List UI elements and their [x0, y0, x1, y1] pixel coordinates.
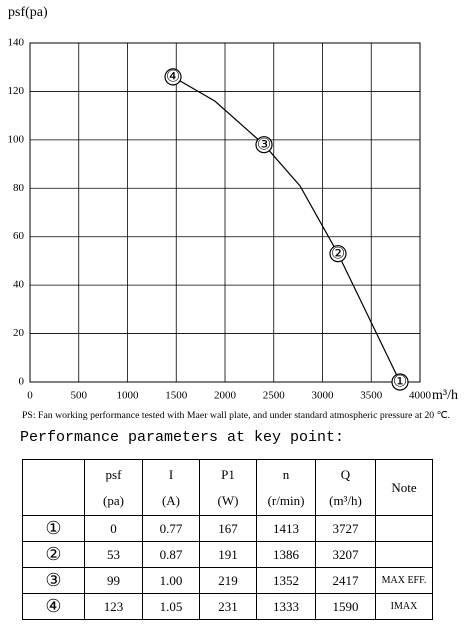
point-cell: ① — [22, 515, 85, 542]
y-axis-label: psf(pa) — [8, 5, 48, 20]
y-tick-label: 0 — [19, 376, 25, 388]
line — [172, 76, 401, 383]
y-tick-label: 140 — [8, 37, 25, 49]
table-row: ① 0 0.77 167 1413 3727 — [22, 515, 433, 542]
column-name: Note — [391, 479, 417, 495]
value-cell: 1.05 — [142, 593, 200, 620]
x-tick-label: 4000 — [409, 390, 432, 402]
value-cell: 0 — [84, 515, 143, 542]
value-cell: 53 — [84, 541, 143, 568]
y-tick-label: 100 — [8, 133, 25, 145]
value-cell: 1333 — [256, 593, 316, 620]
value-cell: 0.77 — [142, 515, 200, 542]
header-cell: P1 (W) — [199, 459, 257, 516]
note-cell: IMAX — [375, 593, 433, 620]
x-tick-label: 1500 — [165, 390, 188, 402]
table-title: Performance parameters at key point: — [20, 429, 345, 446]
y-tick-label: 40 — [13, 279, 25, 291]
x-tick-label: 2500 — [263, 390, 286, 402]
value-cell: 1.00 — [142, 567, 200, 594]
key-point — [329, 245, 347, 263]
value-cell: 219 — [199, 567, 257, 594]
point-cell: ④ — [22, 593, 85, 620]
x-tick-label: 500 — [71, 390, 88, 402]
column-name: P1 — [221, 466, 235, 482]
value-cell: 1590 — [315, 593, 376, 620]
table-row: ② 53 0.87 191 1386 3207 — [22, 541, 433, 568]
value-cell: 191 — [199, 541, 257, 568]
table-row: ③ 99 1.00 219 1352 2417 MAX EFF. — [22, 567, 433, 594]
value-cell: 167 — [199, 515, 257, 542]
key-point-label: ③ — [257, 136, 271, 153]
point-cell: ② — [22, 541, 85, 568]
header-cell: psf (pa) — [84, 459, 143, 516]
column-unit: (pa) — [103, 492, 124, 508]
value-cell: 1386 — [256, 541, 316, 568]
table: psf (pa) I (A) P1 (W) n (r/min) Q (m³/h) Note ① 0 0.7… — [22, 459, 433, 620]
column-unit: (A) — [161, 492, 181, 508]
column-name: psf — [105, 466, 122, 482]
header-row: psf (pa) I (A) P1 (W) n (r/min) Q (m³/h) Note — [22, 459, 433, 516]
header-cell: n (r/min) — [256, 459, 316, 516]
y-tick-label: 60 — [13, 230, 25, 242]
x-tick-label: 3000 — [312, 390, 335, 402]
value-cell: 123 — [84, 593, 143, 620]
header-cell: Q (m³/h) — [315, 459, 376, 516]
value-cell: 1352 — [256, 567, 316, 594]
value-cell: 231 — [199, 593, 257, 620]
column-name: n — [282, 466, 290, 482]
x-tick-label: 1000 — [117, 390, 140, 402]
key-point-label: ④ — [166, 69, 180, 86]
note-cell: MAX EFF. — [375, 567, 433, 594]
x-tick-label: 3500 — [360, 390, 383, 402]
table-row: ④ 123 1.05 231 1333 1590 IMAX — [22, 593, 433, 620]
x-tick-label: 2000 — [214, 390, 237, 402]
header-cell — [22, 459, 85, 516]
value-cell: 99 — [84, 567, 143, 594]
note-cell — [375, 541, 433, 568]
value-cell: 0.87 — [142, 541, 200, 568]
column-unit: (m³/h) — [329, 492, 362, 508]
key-point — [391, 373, 409, 391]
value-cell: 1413 — [256, 515, 316, 542]
chart: psf(pa) m³/h PS: Fan working performance… — [8, 5, 458, 421]
value-cell: 2417 — [315, 567, 376, 594]
column-unit: (r/min) — [267, 492, 305, 508]
y-tick-label: 120 — [8, 85, 25, 97]
note-cell — [375, 515, 433, 542]
key-point — [255, 136, 273, 154]
column-name: Q — [340, 466, 351, 482]
column-name: I — [168, 466, 174, 482]
value-cell: 3207 — [315, 541, 376, 568]
header-cell: Note — [375, 459, 433, 516]
key-point-label: ② — [331, 245, 345, 262]
key-point-label: ① — [393, 374, 407, 391]
point-cell: ③ — [22, 567, 85, 594]
x-tick-label: 0 — [27, 390, 33, 402]
y-tick-label: 80 — [13, 182, 25, 194]
header-cell: I (A) — [142, 459, 200, 516]
key-point — [164, 68, 182, 86]
column-unit: (W) — [217, 492, 239, 508]
x-axis-label: m³/h — [432, 388, 458, 403]
value-cell: 3727 — [315, 515, 376, 542]
y-tick-label: 20 — [13, 327, 25, 339]
footnote: PS: Fan working performance tested with … — [22, 410, 450, 421]
